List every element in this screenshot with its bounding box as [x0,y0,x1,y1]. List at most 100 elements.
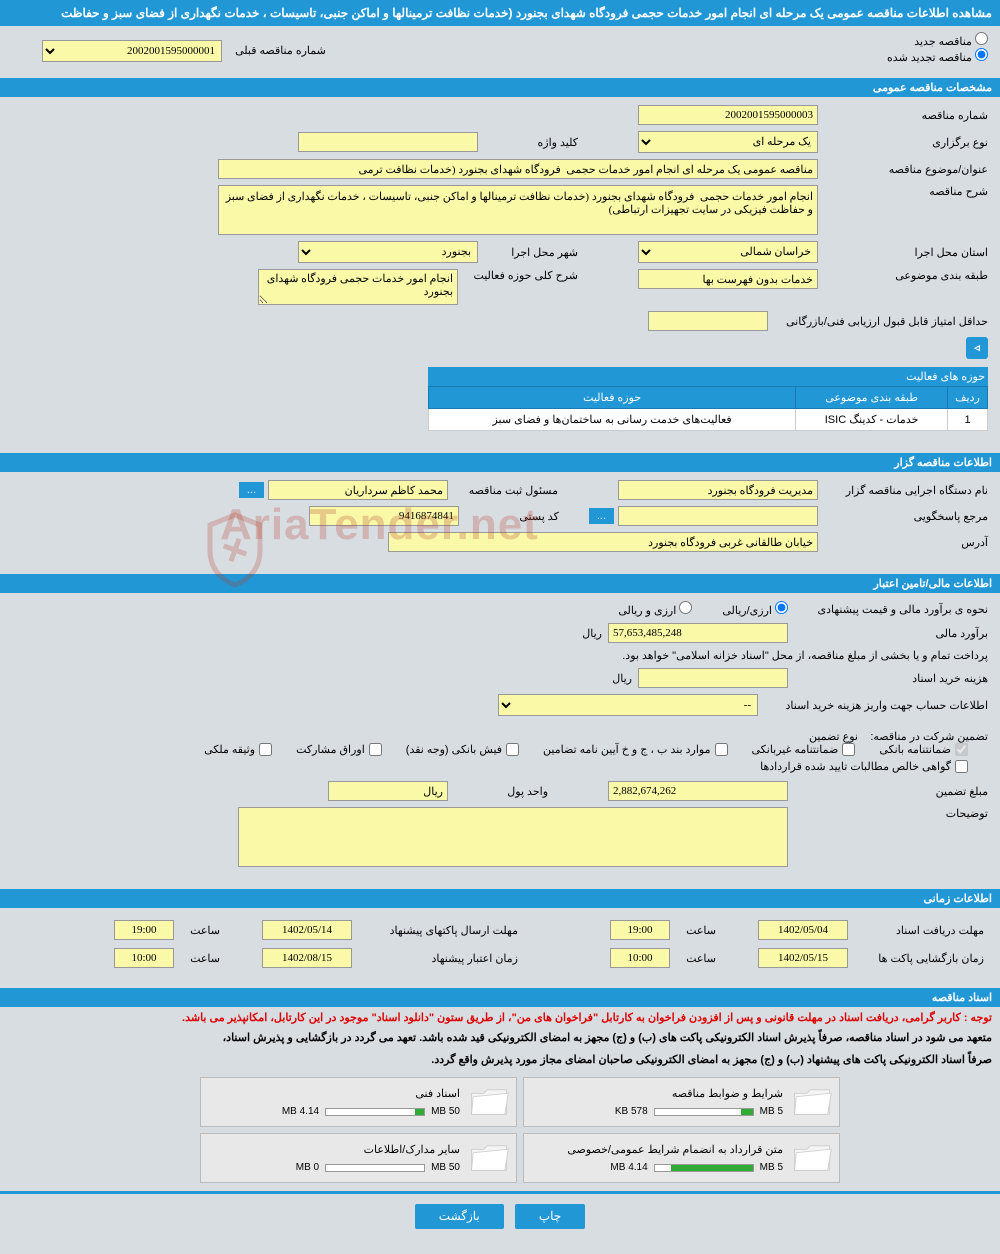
resp-field[interactable] [618,506,818,526]
section-time: اطلاعات زمانی [0,889,1000,908]
radio-renewed-text: مناقصه تجدید شده [887,52,972,64]
receive-time-label: ساعت [676,924,716,937]
open-label: زمان بازگشایی پاکت ها [854,952,984,965]
guarantee-checkboxes: ضمانتنامه بانکی ضمانتنامه غیربانکی موارد… [12,743,968,773]
finance-form: نحوه ی برآورد مالی و قیمت پیشنهادی ارزی/… [0,593,1000,881]
file-3-size: 4.14 MB [610,1162,647,1173]
open-time[interactable] [610,948,670,968]
table-expand-icon[interactable]: ◃ [966,337,988,359]
file-card-1[interactable]: شرایط و ضوابط مناقصه 5 MB 578 KB [523,1077,840,1127]
cb3[interactable] [715,743,728,756]
address-field[interactable] [388,532,818,552]
print-button[interactable]: چاپ [515,1204,585,1229]
cb4-label[interactable]: فیش بانکی (وجه نقد) [406,743,519,756]
submit-time[interactable] [114,920,174,940]
rial-unit-1: ریال [582,627,602,640]
radio-renewed[interactable] [975,48,988,61]
radio-arz[interactable] [679,601,692,614]
file-card-4[interactable]: سایر مدارک/اطلاعات 50 MB 0 MB [200,1133,517,1183]
cb7-label[interactable]: گواهی خالص مطالبات تایید شده قراردادها [760,760,968,773]
submit-label: مهلت ارسال پاکتهای پیشنهاد [358,924,518,937]
g-note-label: توضیحات [788,807,988,820]
file-card-2[interactable]: اسناد فنی 50 MB 4.14 MB [200,1077,517,1127]
radio-arz-text: ارزی و ریالی [618,605,676,617]
type-label: نوع برگزاری [818,136,988,149]
radio-new-label[interactable]: مناقصه جدید [914,36,988,48]
g-note-field[interactable] [238,807,788,867]
radio-rial-text: ارزی/ریالی [722,605,772,617]
doc-cost-label: هزینه خرید اسناد [788,672,988,685]
city-label: شهر محل اجرا [478,246,578,259]
radio-rial-label[interactable]: ارزی/ریالی [722,601,788,617]
account-label: اطلاعات حساب جهت واریز هزینه خرید اسناد [758,699,988,712]
radio-arz-label[interactable]: ارزی و ریالی [618,601,692,617]
radio-new[interactable] [975,32,988,45]
valid-time[interactable] [114,948,174,968]
section-docs: اسناد مناقصه [0,988,1000,1007]
address-label: آدرس [818,536,988,549]
prev-tender-wrap: شماره مناقصه قبلی 2002001595000001 [42,40,326,62]
time-form: مهلت دریافت اسناد ساعت مهلت ارسال پاکتها… [0,908,1000,980]
doc-cost-field[interactable] [638,668,788,688]
page-title: مشاهده اطلاعات مناقصه عمومی یک مرحله ای … [0,0,1000,26]
scope-field[interactable]: انجام امور خدمات حجمی فرودگاه شهدای بجنو… [258,269,458,305]
file-3-title: متن قرارداد به انضمام شرایط عمومی/خصوصی [530,1143,783,1156]
cb2[interactable] [842,743,855,756]
radio-new-text: مناقصه جدید [914,36,972,48]
activity-table-title: حوزه های فعالیت [428,367,988,386]
reg-more-button[interactable]: ... [239,482,264,498]
keyword-field[interactable] [298,132,478,152]
receive-date[interactable] [758,920,848,940]
prev-tender-select[interactable]: 2002001595000001 [42,40,222,62]
est-label: برآورد مالی [788,627,988,640]
section-general: مشخصات مناقصه عمومی [0,78,1000,97]
back-button[interactable]: بازگشت [415,1204,504,1229]
cb2-label[interactable]: ضمانتنامه غیربانکی [752,743,856,756]
account-select[interactable]: -- [498,694,758,716]
est-type-label: نحوه ی برآورد مالی و قیمت پیشنهادی [788,603,988,616]
receive-time[interactable] [610,920,670,940]
city-select[interactable]: بجنورد [298,241,478,263]
file-1-size: 578 KB [615,1106,648,1117]
province-select[interactable]: خراسان شمالی [638,241,818,263]
valid-time-label: ساعت [180,952,220,965]
open-date[interactable] [758,948,848,968]
category-label: طبقه بندی موضوعی [818,269,988,282]
cb7[interactable] [955,760,968,773]
guarantee-type-label: نوع تضمین [788,730,858,743]
min-score-field[interactable] [648,311,768,331]
valid-date[interactable] [262,948,352,968]
number-label: شماره مناقصه [818,109,988,122]
docs-note-2: صرفاً اسناد الکترونیکی پاکت های پیشنهاد … [0,1050,1000,1072]
general-form: شماره مناقصه نوع برگزاری یک مرحله ای کلی… [0,97,1000,445]
file-card-3[interactable]: متن قرارداد به انضمام شرایط عمومی/خصوصی … [523,1133,840,1183]
file-1-title: شرایط و ضوابط مناقصه [530,1087,783,1100]
desc-field[interactable]: انجام امور خدمات حجمی فرودگاه شهدای بجنو… [218,185,818,235]
org-label: نام دستگاه اجرایی مناقصه گزار [818,484,988,497]
min-score-label: حداقل امتیاز قابل قبول ارزیابی فنی/بازرگ… [768,315,988,328]
type-select[interactable]: یک مرحله ای [638,131,818,153]
cb6[interactable] [259,743,272,756]
folder-icon [468,1084,510,1120]
postcode-label: کد پستی [459,510,559,523]
cb5-label[interactable]: اوراق مشارکت [296,743,382,756]
pay-note: پرداخت تمام و یا بخشی از مبلغ مناقصه، از… [622,649,988,662]
cb5[interactable] [369,743,382,756]
radio-rial[interactable] [775,601,788,614]
submit-date[interactable] [262,920,352,940]
subject-field[interactable] [218,159,818,179]
col-row: ردیف [948,387,988,409]
cb4[interactable] [506,743,519,756]
file-2-bar [325,1108,425,1116]
cb6-label[interactable]: وثیقه ملکی [204,743,272,756]
cb3-label[interactable]: موارد بند ب ، ج و خ آیین نامه تضامین [543,743,727,756]
button-bar: چاپ بازگشت [0,1194,1000,1237]
file-2-size: 4.14 MB [282,1106,319,1117]
radio-renewed-label[interactable]: مناقصه تجدید شده [887,52,988,64]
scope-label: شرح کلی حوزه فعالیت [458,269,578,282]
cb1-label[interactable]: ضمانتنامه بانکی [879,743,968,756]
number-field [638,105,818,125]
table-row: 1 خدمات - کدینگ ISIC فعالیت‌های خدمت رسا… [429,409,988,431]
resp-more-button[interactable]: ... [589,508,614,524]
submit-time-label: ساعت [180,924,220,937]
